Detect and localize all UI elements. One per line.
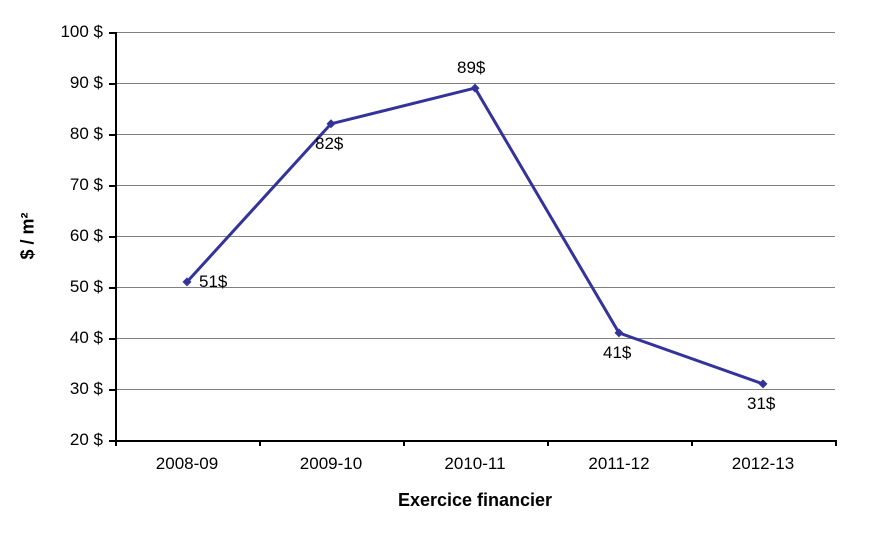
data-label: 31$ xyxy=(747,394,775,414)
chart-container: $ / m² 20 $30 $40 $50 $60 $70 $80 $90 $1… xyxy=(0,0,880,556)
data-marker xyxy=(759,379,768,388)
data-label: 89$ xyxy=(457,58,485,78)
line-series xyxy=(0,0,880,556)
data-label: 41$ xyxy=(603,343,631,363)
data-label: 51$ xyxy=(199,272,227,292)
data-label: 82$ xyxy=(315,134,343,154)
